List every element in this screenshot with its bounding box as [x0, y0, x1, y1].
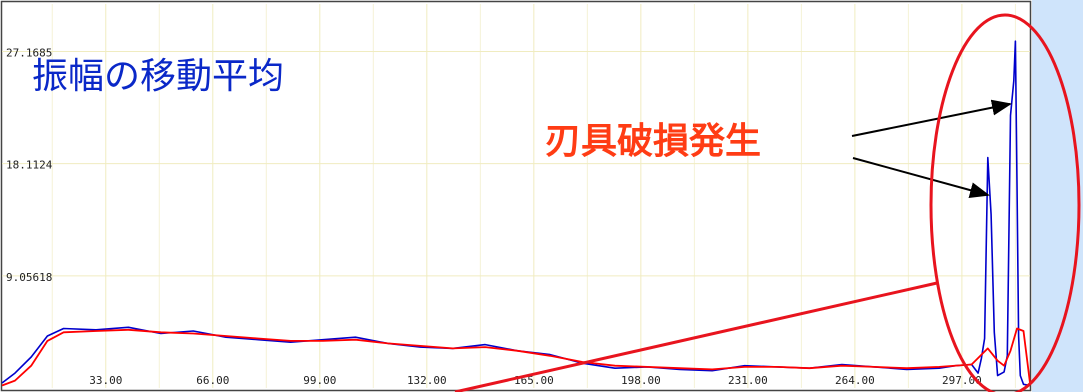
y-tick-label: 9.05618 [6, 271, 52, 284]
plot-frame [0, 0, 1032, 392]
series-line-moving-average [1, 327, 1031, 387]
series-layer [1, 40, 1031, 387]
annotation-arrow-lower [852, 157, 990, 198]
x-tick-label: 198.00 [621, 374, 661, 387]
annotation-arrow-upper [851, 99, 1012, 137]
chart-title: 振幅の移動平均 [32, 56, 284, 97]
x-tick-label: 231.00 [728, 374, 768, 387]
x-tick-label: 33.00 [89, 374, 122, 387]
annotation-label: 刃具破損発生 [545, 121, 761, 162]
x-tick-label: 99.00 [303, 374, 336, 387]
x-tick-label: 264.00 [835, 374, 875, 387]
side-panel [1032, 0, 1083, 392]
tick-layer: 33.00 66.00 99.00 132.00 165.00 198.00 231.00 2… [6, 46, 982, 387]
y-tick-label: 27.1685 [6, 46, 52, 59]
x-tick-label: 66.00 [196, 374, 229, 387]
x-tick-label: 132.00 [407, 374, 447, 387]
grid-layer [2, 4, 1030, 388]
leader-line [454, 281, 938, 392]
plot-area [0, 0, 1032, 392]
highlight-ellipse [929, 13, 1081, 392]
y-tick-label: 18.1124 [6, 159, 53, 172]
